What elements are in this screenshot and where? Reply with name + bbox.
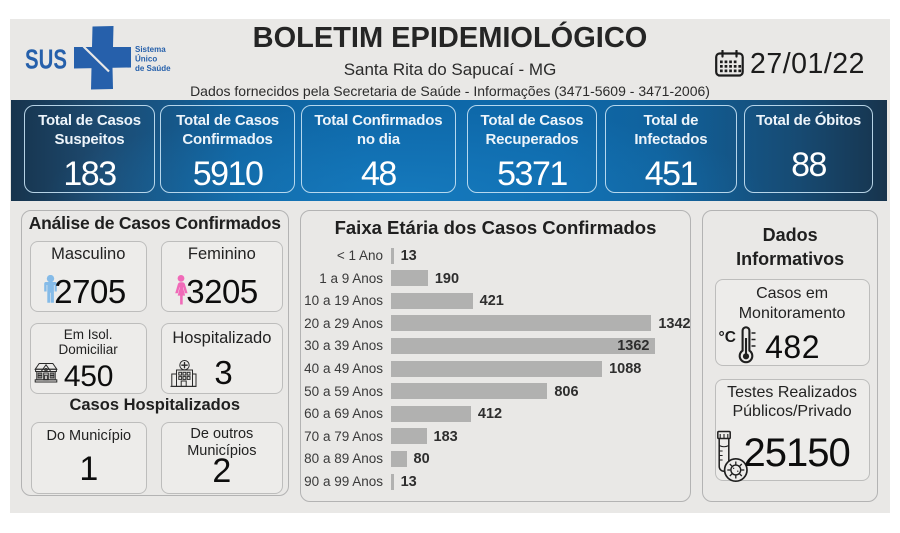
svg-text:de Saúde: de Saúde — [135, 64, 171, 73]
svg-text:SUS: SUS — [25, 44, 67, 75]
svg-text:Sistema: Sistema — [135, 45, 166, 54]
svg-text:Único: Único — [135, 55, 157, 64]
svg-text:°C: °C — [719, 329, 736, 346]
